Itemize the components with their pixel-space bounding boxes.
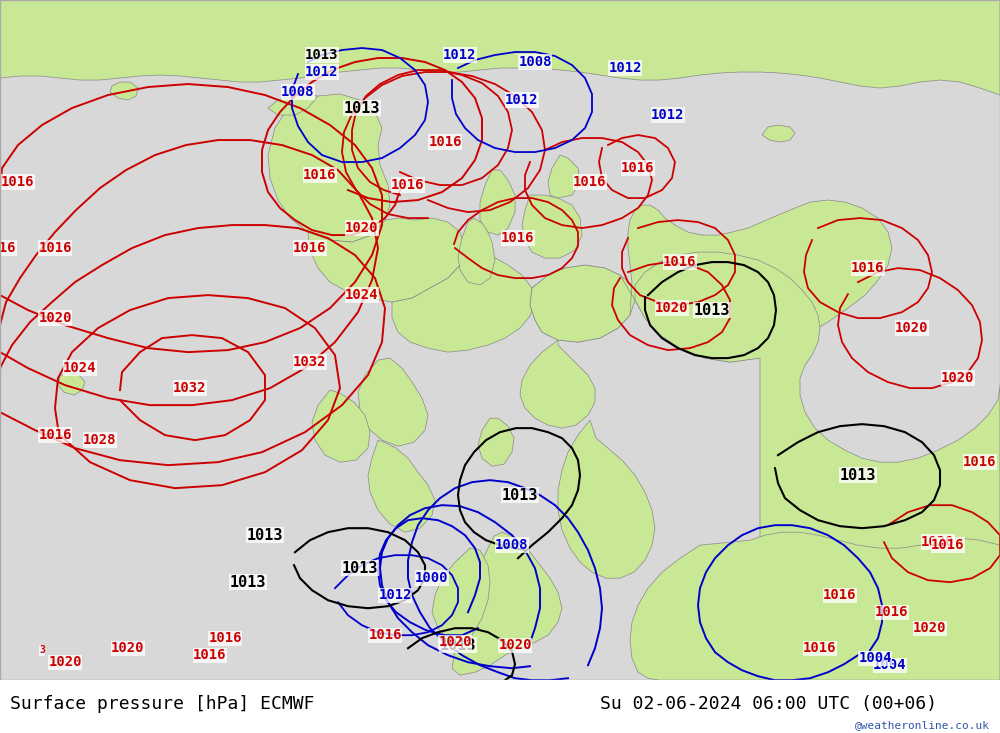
Polygon shape: [432, 548, 490, 642]
Text: 1016: 1016: [293, 241, 327, 255]
Polygon shape: [368, 440, 435, 532]
Polygon shape: [635, 252, 1000, 680]
Text: 1016: 1016: [208, 631, 242, 645]
Polygon shape: [268, 95, 318, 115]
Text: 1020: 1020: [895, 321, 929, 335]
Polygon shape: [522, 195, 582, 258]
Text: 1016: 1016: [391, 178, 425, 192]
Text: 1032: 1032: [173, 381, 207, 395]
Text: 1016: 1016: [963, 455, 997, 469]
Text: 1020: 1020: [921, 535, 955, 549]
Polygon shape: [58, 372, 85, 395]
Text: 1020: 1020: [38, 311, 72, 325]
Text: 1024: 1024: [63, 361, 97, 375]
Polygon shape: [630, 532, 1000, 680]
Text: 1020: 1020: [345, 221, 379, 235]
Text: Surface pressure [hPa] ECMWF: Surface pressure [hPa] ECMWF: [10, 695, 314, 713]
Polygon shape: [308, 218, 465, 302]
Text: 1024: 1024: [345, 288, 379, 302]
Polygon shape: [548, 155, 580, 198]
Polygon shape: [478, 418, 514, 466]
Text: 1004: 1004: [873, 658, 907, 672]
Text: 1020: 1020: [111, 641, 145, 655]
Polygon shape: [762, 125, 795, 142]
Text: 1016: 1016: [803, 641, 837, 655]
Text: 1020: 1020: [655, 301, 689, 315]
Text: 1016: 1016: [193, 648, 227, 662]
Polygon shape: [458, 218, 495, 285]
Text: 1016: 1016: [1, 175, 35, 189]
Text: 1013: 1013: [840, 468, 876, 482]
Text: 1000: 1000: [415, 571, 449, 585]
Text: 1012: 1012: [651, 108, 685, 122]
Text: 1016: 1016: [851, 261, 885, 275]
Text: 1016: 1016: [501, 231, 535, 245]
Text: 1012: 1012: [608, 61, 642, 75]
Text: 1032: 1032: [293, 355, 327, 369]
Text: 1020: 1020: [498, 638, 532, 652]
Text: 1016: 1016: [0, 241, 17, 255]
Text: 1016: 1016: [573, 175, 607, 189]
Text: 1016: 1016: [931, 538, 965, 552]
Text: 1016: 1016: [621, 161, 655, 175]
Text: 1013: 1013: [247, 528, 283, 542]
Text: @weatheronline.co.uk: @weatheronline.co.uk: [855, 721, 990, 730]
Text: 1012: 1012: [443, 48, 477, 62]
Polygon shape: [452, 532, 562, 675]
Polygon shape: [480, 170, 515, 235]
Text: 3: 3: [39, 645, 45, 655]
Text: 1020: 1020: [941, 371, 975, 385]
Text: 1012: 1012: [305, 65, 339, 79]
Text: Su 02-06-2024 06:00 UTC (00+06): Su 02-06-2024 06:00 UTC (00+06): [600, 695, 937, 713]
Text: 1016: 1016: [368, 628, 402, 642]
Polygon shape: [520, 340, 595, 428]
Polygon shape: [530, 200, 892, 362]
Text: 1008: 1008: [495, 538, 529, 552]
Polygon shape: [392, 248, 535, 352]
Text: 1016: 1016: [663, 255, 697, 269]
Text: 1016: 1016: [303, 168, 337, 182]
Text: 1016: 1016: [38, 241, 72, 255]
Text: 1016: 1016: [428, 135, 462, 149]
Text: 1013: 1013: [440, 638, 476, 652]
Text: 1020: 1020: [438, 636, 472, 649]
Text: 1028: 1028: [83, 433, 117, 447]
Text: 1013: 1013: [342, 561, 378, 575]
Polygon shape: [312, 390, 370, 462]
Text: 1020: 1020: [913, 621, 947, 636]
Text: 1016: 1016: [38, 428, 72, 442]
Text: 1012: 1012: [378, 588, 412, 603]
Text: 1016: 1016: [875, 605, 909, 619]
Text: 1013: 1013: [344, 100, 380, 116]
Polygon shape: [558, 420, 655, 578]
Text: 1013: 1013: [502, 487, 538, 503]
Text: 1013: 1013: [694, 303, 730, 317]
Polygon shape: [530, 265, 635, 342]
Text: 1013: 1013: [305, 48, 339, 62]
Text: 1008: 1008: [518, 55, 552, 69]
Text: 1020: 1020: [48, 655, 82, 669]
Polygon shape: [0, 0, 1000, 95]
Polygon shape: [358, 358, 428, 446]
Text: 1008: 1008: [281, 85, 315, 99]
Text: 1013: 1013: [230, 575, 266, 589]
Text: 1012: 1012: [505, 93, 539, 107]
Text: 1016: 1016: [823, 588, 857, 603]
Polygon shape: [268, 94, 390, 242]
Text: 1004: 1004: [858, 651, 892, 666]
Polygon shape: [110, 82, 138, 100]
